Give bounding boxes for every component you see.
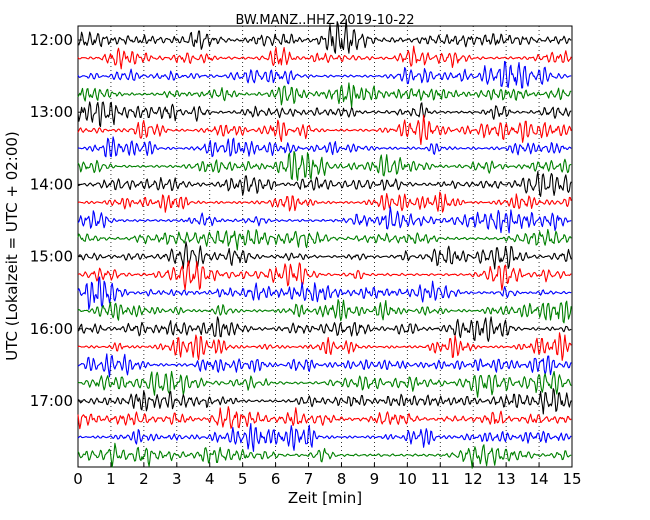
x-tick-label: 12: [464, 470, 483, 488]
y-tick-label: 15:00: [30, 248, 73, 266]
seismic-trace: [77, 260, 572, 291]
seismic-trace: [77, 18, 572, 54]
x-axis-label: Zeit [min]: [288, 489, 362, 507]
x-tick-label: 3: [172, 470, 182, 488]
seismic-trace: [77, 228, 572, 251]
seismic-trace: [77, 191, 572, 213]
y-tick-label: 16:00: [30, 320, 73, 338]
x-tick-label: 13: [497, 470, 516, 488]
x-axis-ticks: 0 1 2 3 4 5 6 7 8 9 10 11 12 13 14 15: [73, 463, 582, 488]
seismic-trace: [77, 45, 572, 70]
x-tick-label: 15: [562, 470, 581, 488]
seismic-trace: [77, 388, 572, 415]
seismic-trace: [77, 150, 572, 181]
seismic-traces: [77, 18, 572, 469]
seismic-trace: [77, 353, 572, 378]
y-tick-label: 14:00: [30, 175, 73, 193]
x-tick-label: 1: [106, 470, 116, 488]
seismic-trace: [77, 114, 572, 146]
y-axis-label: UTC (Lokalzeit = UTC + 02:00): [3, 131, 21, 361]
seismic-trace: [77, 442, 572, 469]
x-tick-label: 9: [370, 470, 380, 488]
seismic-trace: [77, 82, 572, 108]
x-tick-label: 2: [139, 470, 149, 488]
seismic-trace: [77, 241, 572, 270]
x-tick-label: 7: [304, 470, 314, 488]
plot-area-frame: [77, 25, 573, 468]
seismic-trace: [77, 406, 572, 430]
seismic-trace: [77, 170, 572, 197]
seismic-trace: [77, 423, 572, 452]
seismic-trace: [77, 299, 572, 324]
x-tick-label: 4: [205, 470, 215, 488]
x-tick-label: 11: [431, 470, 450, 488]
y-tick-label: 17:00: [30, 392, 73, 410]
seismic-trace: [77, 206, 572, 234]
seismic-trace: [77, 136, 572, 158]
seismic-trace: [77, 276, 572, 310]
seismic-trace: [77, 332, 572, 361]
seismic-trace: [77, 316, 572, 342]
y-tick-label: 12:00: [30, 31, 73, 49]
x-tick-label: 0: [73, 470, 83, 488]
y-tick-label: 13:00: [30, 103, 73, 121]
x-tick-label: 5: [238, 470, 248, 488]
seismic-trace: [77, 101, 572, 128]
x-tick-label: 10: [398, 470, 417, 488]
vertical-grid-lines: [110, 26, 540, 467]
x-tick-label: 14: [530, 470, 549, 488]
seismic-trace: [77, 60, 572, 89]
seismic-trace: [77, 370, 572, 398]
x-tick-label: 8: [337, 470, 347, 488]
y-axis-ticks: 12:00 13:00 14:00 15:00 16:00 17:00: [30, 31, 82, 410]
x-tick-label: 6: [271, 470, 281, 488]
chart-title: BW.MANZ..HHZ 2019-10-22: [235, 13, 414, 28]
